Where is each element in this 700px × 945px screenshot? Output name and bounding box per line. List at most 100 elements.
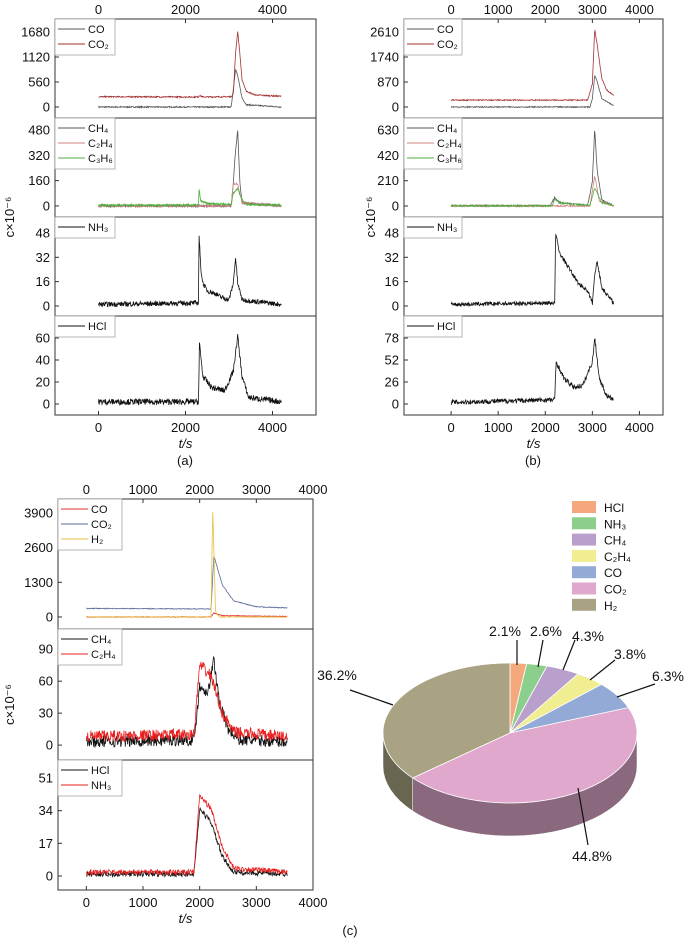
- y-tick-label: 51: [39, 771, 53, 786]
- legend-swatch: [572, 598, 596, 611]
- x-tick-label-bottom: 4000: [625, 420, 654, 435]
- y-tick-label: 0: [392, 298, 399, 313]
- x-tick-label-bottom: 0: [447, 420, 454, 435]
- legend-label: CO₂: [437, 39, 458, 51]
- legend-label: C₂H₄: [88, 138, 113, 150]
- y-tick-label: 0: [43, 100, 50, 115]
- legend-label: CH₄: [437, 123, 458, 135]
- y-tick-label: 20: [36, 375, 50, 390]
- legend: NH₃: [54, 216, 116, 239]
- legend-label: CO: [604, 566, 622, 580]
- x-tick-label-top: 0: [83, 482, 90, 497]
- x-tick-label-top: 4000: [625, 2, 654, 17]
- pie-label: 2.6%: [530, 623, 562, 639]
- y-tick-label: 78: [385, 331, 399, 346]
- y-tick-label: 0: [43, 397, 50, 412]
- y-tick-label: 60: [36, 331, 50, 346]
- legend-label: CO: [91, 504, 108, 516]
- legend: CO CO₂: [54, 18, 116, 56]
- y-tick-label: 560: [28, 75, 50, 90]
- series-line-NH₃: [450, 233, 614, 308]
- series-line-C₃H₆: [98, 186, 282, 208]
- pie-chart: 2.1% 2.6% 4.3% 3.8% 6.3% 44.8% 36.2% HCl NH₃ CH₄ C…: [317, 501, 684, 864]
- legend-label: C₃H₆: [88, 153, 113, 165]
- legend-label: CO₂: [91, 519, 112, 531]
- y-tick-label: 48: [385, 225, 399, 240]
- pie-label: 4.3%: [572, 628, 604, 644]
- legend-label: CO: [437, 24, 454, 36]
- x-tick-label-top: 2000: [171, 2, 200, 17]
- y-tick-label: 480: [28, 123, 50, 138]
- y-tick-label: 160: [28, 173, 50, 188]
- x-tick-label-bottom: 1000: [484, 420, 513, 435]
- y-tick-label: 60: [39, 674, 53, 689]
- leader-line: [562, 639, 576, 671]
- legend-label: NH₃: [91, 780, 111, 792]
- legend-label: H₂: [91, 534, 103, 546]
- subplot: 0 16 32 48 NH₃: [385, 216, 664, 317]
- series-line-CH₄: [85, 655, 288, 748]
- y-tick-label: 17: [39, 836, 53, 851]
- legend-label: C₂H₄: [91, 649, 116, 661]
- legend-box: [57, 628, 123, 666]
- series-line-CO₂: [451, 29, 614, 102]
- x-tick-label-top: 2000: [531, 2, 560, 17]
- series-line-CO₂: [98, 31, 282, 99]
- panel-caption: (b): [525, 453, 541, 468]
- y-tick-label: 34: [39, 803, 53, 818]
- y-tick-label: 90: [39, 642, 53, 657]
- y-tick-label: 16: [385, 274, 399, 289]
- series-line-C₂H₄: [85, 661, 288, 743]
- legend-label: C₂H₄: [604, 550, 631, 564]
- subplot: 0 870 1740 2610 CO CO₂: [370, 18, 664, 119]
- x-tick-label-top: 1000: [484, 2, 513, 17]
- y-tick-label: 1680: [21, 24, 50, 39]
- legend-swatch: [572, 582, 596, 595]
- legend-label: CO: [88, 24, 105, 36]
- legend: HCl NH₃: [57, 759, 123, 797]
- plot-frame: [57, 759, 314, 891]
- legend-label: CO₂: [604, 583, 627, 597]
- pie-label: 6.3%: [652, 668, 684, 684]
- x-axis-label: t/s: [527, 436, 541, 451]
- subplot: 0 160 320 480 CH₄ C₂H₄ C₃H₆: [28, 117, 317, 218]
- panel-caption: (c): [342, 923, 357, 938]
- x-tick-label-bottom: 3000: [242, 895, 271, 910]
- legend: CH₄ C₂H₄ C₃H₆: [54, 117, 116, 170]
- x-tick-label-bottom: 0: [95, 420, 102, 435]
- y-tick-label: 0: [392, 397, 399, 412]
- series-line-CH₄: [451, 130, 614, 208]
- legend-label: CO₂: [88, 39, 109, 51]
- y-axis-label: c×10⁻⁶: [2, 684, 17, 725]
- y-tick-label: 2610: [370, 24, 399, 39]
- series-line-C₂H₄: [98, 182, 282, 209]
- series-line-C₃H₆: [450, 188, 614, 208]
- pie-legend: HCl NH₃ CH₄ C₂H₄ CO CO₂ H₂: [572, 501, 631, 613]
- x-tick-label-top: 4000: [299, 482, 328, 497]
- y-tick-label: 870: [377, 74, 399, 89]
- subplot: 0 20 40 60 HCl: [36, 315, 317, 416]
- series-line-CO: [450, 75, 614, 109]
- legend: HCl: [403, 315, 463, 338]
- y-tick-label: 420: [377, 148, 399, 163]
- y-tick-label: 52: [385, 353, 399, 368]
- legend: CH₄ C₂H₄: [57, 628, 123, 666]
- x-tick-label-bottom: 3000: [578, 420, 607, 435]
- plot-frame: [54, 315, 317, 416]
- y-tick-label: 0: [46, 738, 53, 753]
- subplot: 0 560 1120 1680 CO CO₂: [21, 18, 317, 119]
- legend-label: C₃H₆: [437, 153, 462, 165]
- x-tick-label-top: 4000: [258, 2, 287, 17]
- subplot: 0 1300 2600 3900 CO CO₂ H₂: [24, 498, 314, 630]
- pie-label: 2.1%: [489, 623, 521, 639]
- x-tick-label-top: 0: [447, 2, 454, 17]
- legend-box: [403, 18, 463, 56]
- legend: NH₃: [403, 216, 463, 239]
- pie-slice-H₂: [382, 662, 511, 779]
- pie-slice-CO₂: [411, 707, 638, 804]
- legend-label: NH₃: [88, 222, 108, 234]
- series-line-CO: [98, 68, 282, 109]
- legend-swatch: [572, 517, 596, 530]
- legend-label: HCl: [437, 321, 455, 333]
